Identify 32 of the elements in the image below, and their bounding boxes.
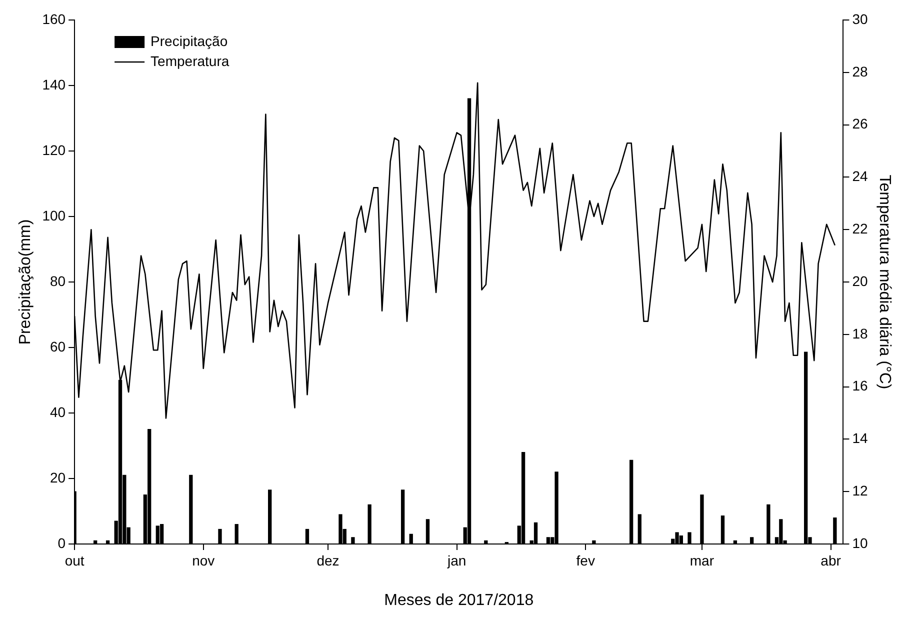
- y-tick-label: 100: [42, 207, 66, 224]
- y-tick-label: 140: [42, 76, 66, 92]
- legend-label: Precipitação: [150, 32, 228, 49]
- x-tick-label: fev: [576, 552, 595, 568]
- y-tick-label: 80: [50, 272, 66, 289]
- y2-tick-label: 28: [852, 63, 868, 80]
- y2-tick-label: 26: [852, 116, 868, 132]
- y-tick-label: 60: [50, 338, 66, 354]
- y-tick-label: 160: [42, 10, 66, 27]
- y-axis-title: Precipitação(mm): [17, 219, 34, 345]
- x-axis-title: Meses de 2017/2018: [384, 592, 534, 609]
- y2-tick-label: 24: [852, 168, 868, 184]
- y2-tick-label: 22: [852, 220, 868, 236]
- y2-tick-label: 18: [852, 325, 868, 342]
- y-tick-label: 20: [50, 469, 66, 486]
- y2-tick-label: 30: [852, 10, 868, 27]
- x-tick-label: out: [64, 552, 84, 568]
- y2-tick-label: 10: [852, 534, 868, 551]
- y-tick-label: 0: [58, 534, 66, 551]
- x-tick-label: nov: [192, 552, 215, 568]
- x-tick-label: jan: [446, 552, 466, 568]
- x-tick-label: abr: [820, 552, 842, 568]
- y2-tick-label: 12: [852, 482, 868, 498]
- x-tick-label: dez: [316, 552, 340, 568]
- x-tick-label: mar: [690, 552, 714, 568]
- y2-tick-label: 14: [852, 430, 868, 446]
- legend-label: Temperatura: [150, 52, 230, 69]
- y2-tick-label: 16: [852, 378, 868, 394]
- y-tick-label: 120: [42, 142, 66, 158]
- y-tick-label: 40: [50, 404, 66, 420]
- y2-tick-label: 20: [852, 272, 868, 289]
- y2-axis-title: Temperatura média diária (°C): [876, 174, 893, 390]
